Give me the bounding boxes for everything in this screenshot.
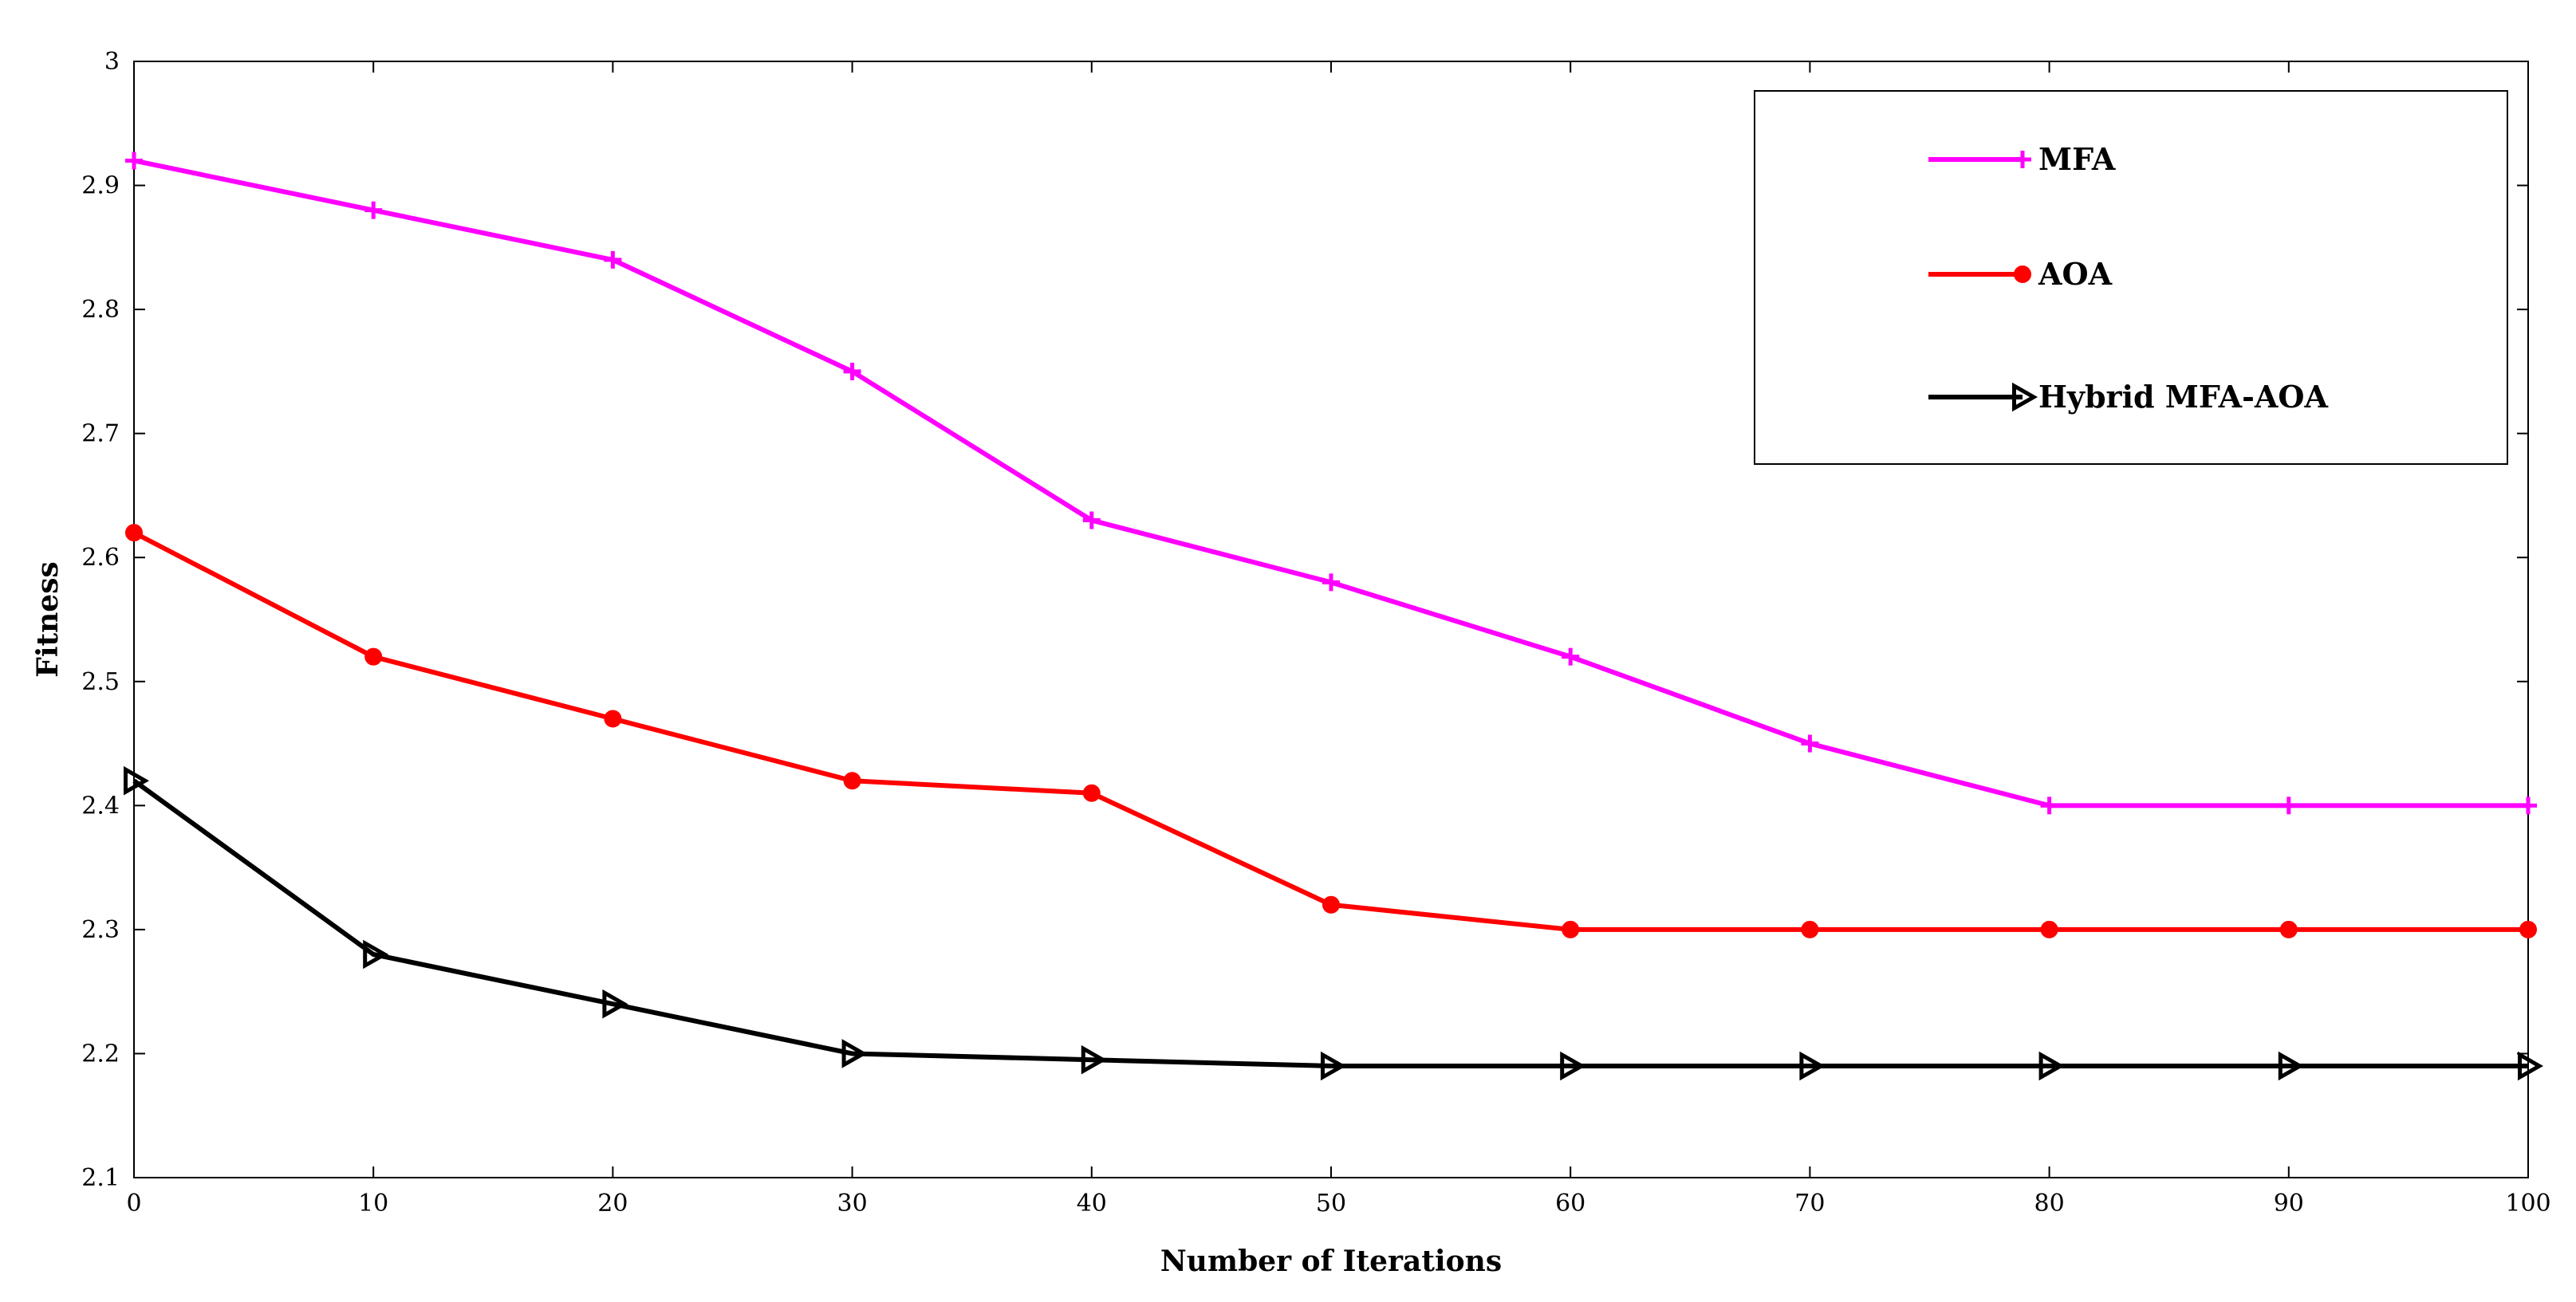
x-tick-label: 70: [1794, 1190, 1825, 1217]
data-point: [2519, 797, 2537, 815]
data-point: [602, 989, 628, 1019]
data-point: [1562, 920, 1580, 938]
legend-item: Hybrid MFA-AOA: [1928, 379, 2328, 415]
data-point: [604, 250, 622, 269]
legend-item: AOA: [1928, 256, 2113, 292]
data-point: [843, 362, 861, 380]
y-tick-label: 2.5: [81, 668, 120, 696]
data-point: [1082, 511, 1101, 529]
data-point: [2040, 797, 2058, 815]
x-axis: 0 10 20 30 40 50 60 70 80 90 100: [126, 61, 2551, 1217]
data-point: [1562, 647, 1580, 666]
data-point: [1322, 573, 1340, 592]
series-line: [132, 530, 2528, 932]
data-point: [363, 939, 389, 970]
legend-label: MFA: [2038, 141, 2116, 177]
legend-box: [1754, 90, 2508, 465]
series-layer: [124, 151, 2544, 1081]
data-point: [125, 524, 143, 542]
data-point: [2518, 1051, 2544, 1081]
data-point: [2278, 1051, 2304, 1081]
legend-marker: [2012, 382, 2038, 412]
series-0: [125, 151, 2537, 815]
data-point: [364, 647, 383, 666]
x-tick-label: 80: [2034, 1190, 2065, 1217]
x-tick-label: 30: [837, 1190, 868, 1217]
legend-marker: [2014, 151, 2031, 168]
data-point: [1799, 1051, 1826, 1081]
x-tick-label: 90: [2274, 1190, 2304, 1217]
x-tick-label: 20: [597, 1190, 628, 1217]
legend-marker: [2014, 266, 2031, 283]
data-point: [1801, 920, 1819, 938]
y-tick-label: 2.7: [81, 420, 120, 448]
y-tick-label: 2.3: [81, 916, 120, 944]
data-point: [125, 151, 143, 170]
x-tick-label: 40: [1077, 1190, 1107, 1217]
y-tick-label: 3: [104, 48, 120, 76]
legend: MFA AOA Hybrid MFA-AOA: [1754, 90, 2508, 465]
data-point: [1322, 895, 1340, 914]
y-tick-label: 2.8: [81, 296, 120, 324]
data-point: [1321, 1051, 1347, 1081]
y-tick-label: 2.1: [81, 1164, 120, 1192]
data-point: [364, 201, 383, 219]
x-tick-label: 0: [126, 1190, 141, 1217]
x-tick-label: 50: [1316, 1190, 1346, 1217]
data-point: [2038, 1051, 2065, 1081]
data-point: [2279, 920, 2298, 938]
series-2: [124, 765, 2544, 1081]
data-point: [1082, 784, 1101, 802]
data-point: [2040, 920, 2058, 938]
x-tick-label: 10: [358, 1190, 388, 1217]
legend-label: AOA: [2038, 256, 2113, 292]
data-point: [2519, 920, 2537, 938]
data-point: [841, 1039, 868, 1068]
series-line: [132, 778, 2528, 1068]
data-point: [843, 772, 861, 790]
y-axis: 2.1 2.2 2.3 2.4 2.5 2.6 2.7 2.8 2.9 3: [81, 48, 2528, 1192]
x-tick-label: 100: [2505, 1190, 2550, 1217]
x-axis-label: Number of Iterations: [1160, 1245, 1502, 1278]
legend-label: Hybrid MFA-AOA: [2038, 379, 2328, 415]
data-point: [604, 710, 622, 728]
legend-item: MFA: [1928, 141, 2116, 177]
data-point: [1560, 1051, 1586, 1081]
series-1: [125, 524, 2537, 938]
y-tick-label: 2.6: [81, 544, 120, 572]
data-point: [2279, 797, 2298, 815]
x-tick-label: 60: [1555, 1190, 1585, 1217]
y-tick-label: 2.2: [81, 1040, 120, 1068]
data-point: [1801, 734, 1819, 753]
data-point: [124, 765, 150, 796]
y-tick-label: 2.4: [81, 792, 120, 820]
data-point: [1081, 1044, 1107, 1075]
y-tick-label: 2.9: [81, 172, 120, 200]
y-axis-label: Fitness: [31, 561, 65, 677]
